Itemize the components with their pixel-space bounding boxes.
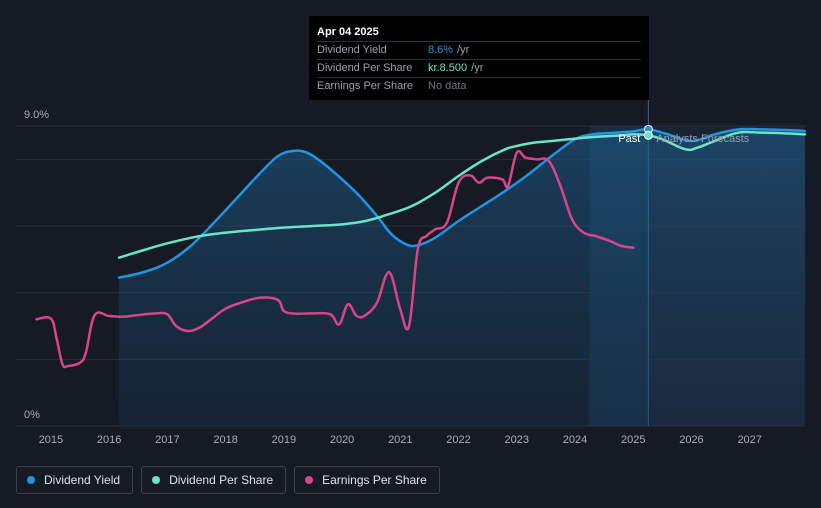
x-tick-label: 2020 [330, 434, 354, 446]
tooltip-value: 8.6% [428, 44, 454, 56]
x-tick-label: 2018 [213, 434, 237, 446]
legend-dividend-per-share[interactable]: Dividend Per Share [141, 466, 287, 494]
series-lines [35, 127, 807, 369]
series-areas [119, 128, 805, 426]
y-tick-label: 9.0% [24, 109, 49, 121]
tooltip-label: Dividend Yield [317, 44, 387, 56]
y-tick-label: 0% [24, 409, 40, 421]
tooltip-unit: /yr [457, 44, 470, 56]
dividend-yield-area [119, 128, 805, 426]
tooltip-label: Earnings Per Share [317, 80, 413, 92]
x-tick-label: 2024 [563, 434, 587, 446]
tooltip-row-dividend-per-share: Dividend Per Share kr.8.500 /yr [317, 59, 641, 77]
x-tick-label: 2017 [155, 434, 179, 446]
tooltip-value: kr.8.500 [428, 62, 468, 74]
earnings-per-share-dot-icon [305, 476, 314, 484]
tooltip-unit: /yr [471, 62, 484, 74]
legend-label: Earnings Per Share [322, 473, 427, 487]
x-tick-label: 2022 [446, 434, 470, 446]
legend-label: Dividend Yield [44, 473, 121, 487]
x-tick-label: 2016 [97, 434, 121, 446]
dividend-per-share-dot-icon [152, 476, 161, 484]
x-tick-label: 2027 [737, 434, 761, 446]
past-label: Past [618, 133, 640, 145]
x-tick-label: 2021 [388, 434, 412, 446]
tooltip-row-earnings-per-share: Earnings Per Share No data [317, 77, 641, 95]
series-markers [643, 124, 653, 140]
x-tick-label: 2019 [272, 434, 296, 446]
dividend-yield-dot-icon [27, 476, 35, 484]
y-axis-labels: 9.0% 0% [24, 109, 49, 421]
x-tick-label: 2026 [679, 434, 703, 446]
legend: Dividend Yield Dividend Per Share Earnin… [16, 466, 440, 494]
earnings-per-share-line [35, 149, 635, 369]
legend-earnings-per-share[interactable]: Earnings Per Share [294, 466, 440, 494]
legend-dividend-yield[interactable]: Dividend Yield [16, 466, 134, 494]
x-axis-labels: 2015 2016 2017 2018 2019 2020 2021 2022 2023 2024… [39, 434, 762, 446]
x-tick-label: 2023 [505, 434, 529, 446]
x-tick-label: 2025 [621, 434, 645, 446]
dividend-per-share-marker [643, 130, 653, 140]
tooltip-label: Dividend Per Share [317, 62, 413, 74]
dividend-yield-line [117, 127, 807, 279]
tooltip-row-dividend-yield: Dividend Yield 8.6% /yr [317, 41, 641, 59]
legend-label: Dividend Per Share [169, 473, 274, 487]
x-tick-label: 2015 [39, 434, 63, 446]
forecast-label: Analysts Forecasts [656, 133, 749, 145]
dividend-per-share-line [117, 130, 807, 259]
tooltip-date: Apr 04 2025 [317, 26, 379, 38]
tooltip: Apr 04 2025 Dividend Yield 8.6% /yr Divi… [309, 16, 649, 100]
tooltip-value: No data [428, 80, 467, 92]
